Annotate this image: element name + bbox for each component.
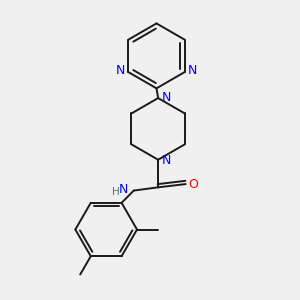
Text: N: N — [162, 91, 171, 103]
Text: N: N — [188, 64, 197, 77]
Text: N: N — [116, 64, 125, 77]
Text: O: O — [188, 178, 198, 190]
Text: N: N — [119, 183, 128, 196]
Text: N: N — [162, 154, 171, 167]
Text: H: H — [112, 187, 119, 197]
